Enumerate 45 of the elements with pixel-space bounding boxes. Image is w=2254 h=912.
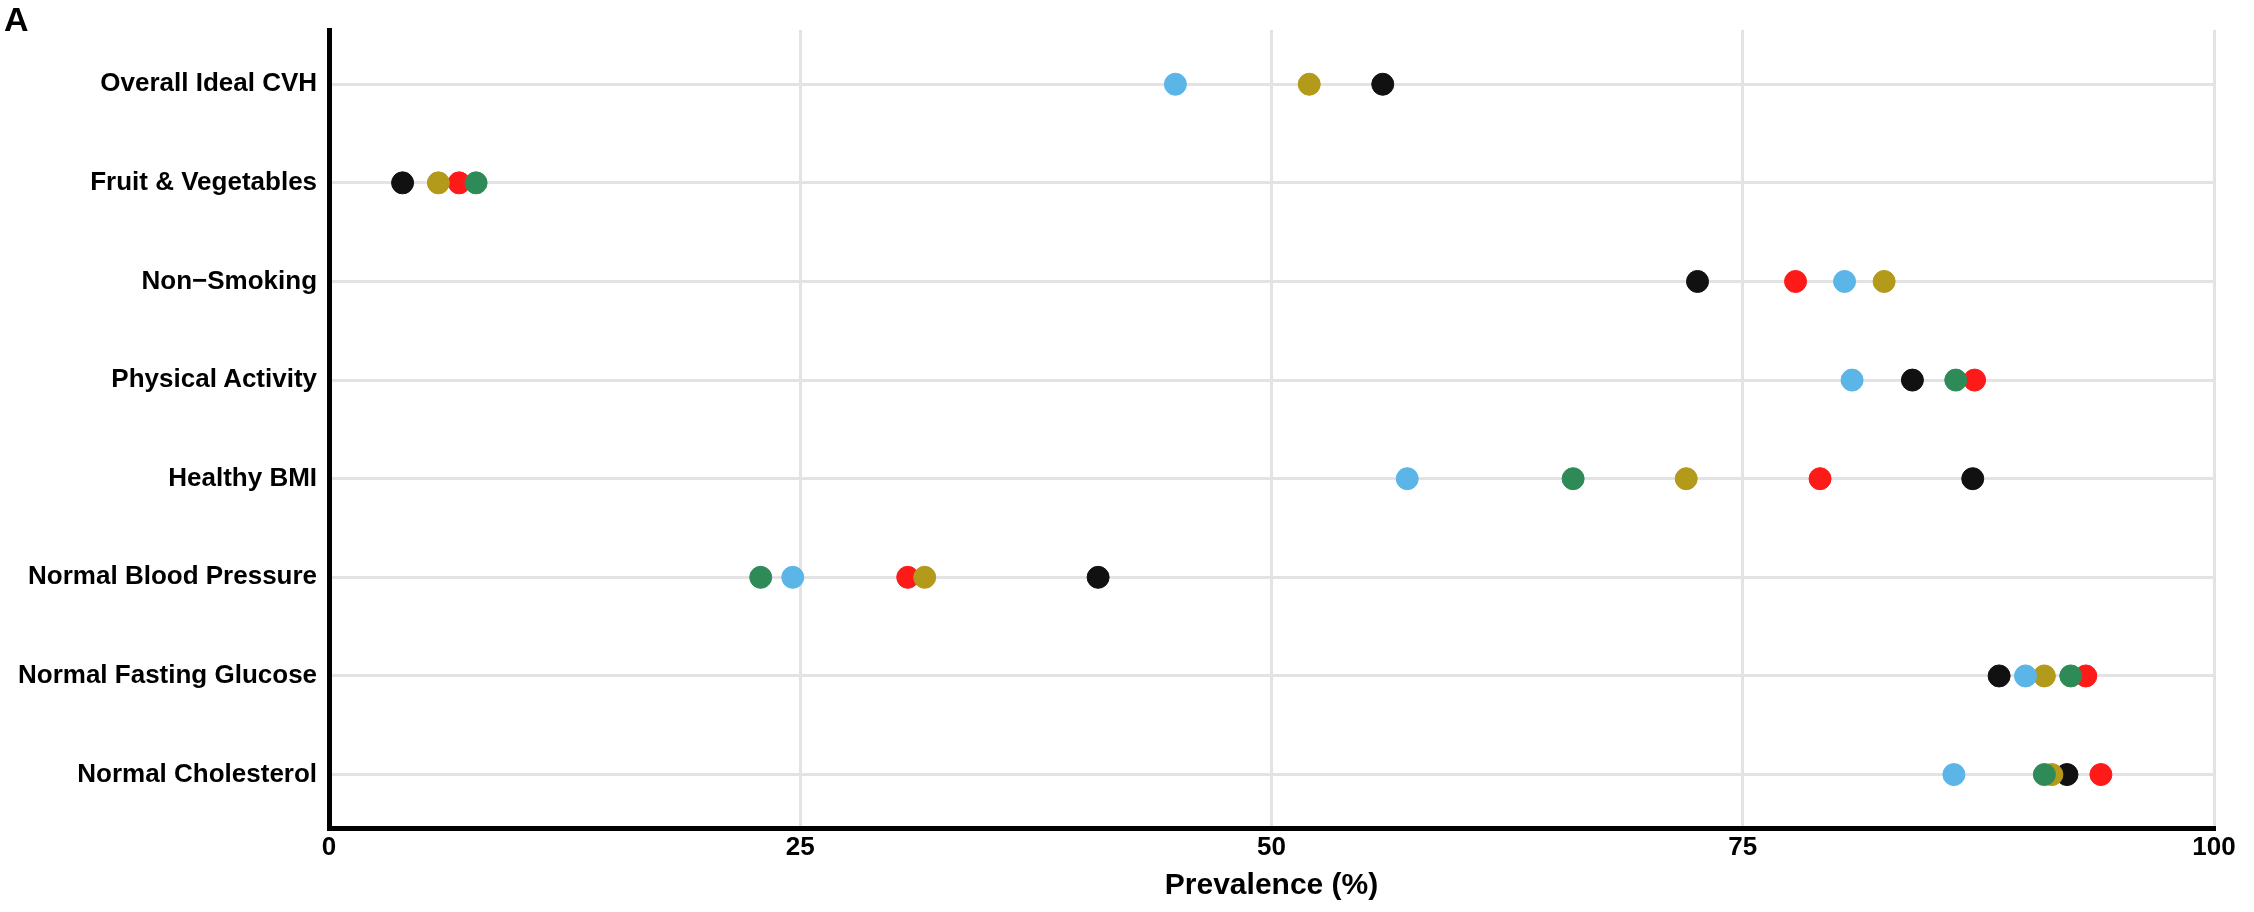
point: [1395, 467, 1419, 491]
point: [2032, 664, 2056, 688]
point: [1944, 368, 1968, 392]
point: [1784, 269, 1808, 293]
point: [391, 171, 415, 195]
point: [2059, 664, 2083, 688]
point: [749, 565, 773, 589]
point: [1561, 467, 1585, 491]
point: [1808, 467, 1832, 491]
point: [1963, 368, 1987, 392]
y-tick-label: Fruit & Vegetables: [90, 166, 318, 197]
x-tick-label: 75: [1728, 830, 1758, 861]
x-tick-label: 0: [321, 830, 337, 861]
point: [1674, 467, 1698, 491]
point: [1942, 763, 1966, 787]
point: [1371, 72, 1395, 96]
point: [1872, 269, 1896, 293]
point: [1987, 664, 2011, 688]
y-tick-label: Normal Blood Pressure: [28, 560, 318, 591]
point: [1297, 72, 1321, 96]
point: [913, 565, 937, 589]
y-tick-label: Overall Ideal CVH: [100, 67, 318, 98]
x-tick-label: 25: [785, 830, 815, 861]
text: A: [4, 0, 29, 39]
point: [781, 565, 805, 589]
point: [2014, 664, 2038, 688]
point: [1086, 565, 1110, 589]
point: [464, 171, 488, 195]
x-tick-label: 100: [2192, 830, 2236, 861]
point: [1833, 269, 1857, 293]
y-tick-label: Normal Cholesterol: [77, 757, 318, 788]
x-axis-title: Prevalence (%): [1164, 867, 1379, 901]
point: [1163, 72, 1187, 96]
point: [426, 171, 450, 195]
y-tick-label: Physical Activity: [111, 363, 318, 394]
y-tick-label: Normal Fasting Glucose: [17, 659, 318, 690]
point: [1900, 368, 1924, 392]
point: [2089, 763, 2113, 787]
point: [2032, 763, 2056, 787]
point: [1840, 368, 1864, 392]
point: [1686, 269, 1710, 293]
y-tick-label: Non−Smoking: [141, 264, 318, 295]
x-tick-label: 50: [1257, 830, 1286, 861]
point: [1961, 467, 1985, 491]
y-tick-label: Healthy BMI: [168, 461, 318, 492]
